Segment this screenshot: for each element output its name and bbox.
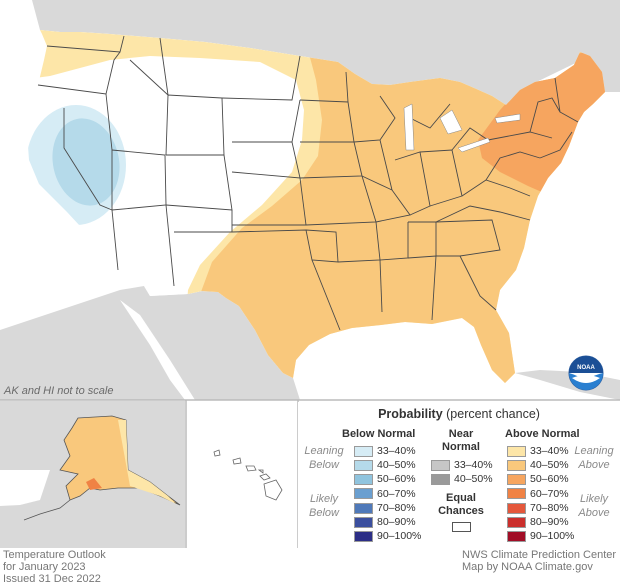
below-swatch bbox=[354, 488, 373, 500]
above-range-label: 60–70% bbox=[530, 487, 569, 500]
above-range-label: 40–50% bbox=[530, 459, 569, 472]
below-legend-row: 80–90% bbox=[354, 516, 416, 528]
above-legend-row: 33–40% bbox=[507, 445, 569, 457]
near-swatch bbox=[431, 473, 450, 485]
above-range-label: 33–40% bbox=[530, 445, 569, 457]
above-legend-row: 40–50% bbox=[507, 459, 569, 471]
gulf-of-california bbox=[120, 300, 195, 400]
below-swatch bbox=[354, 516, 373, 528]
below-legend-row: 70–80% bbox=[354, 502, 416, 514]
legend-title: Probability (percent chance) bbox=[378, 407, 540, 421]
near-range-label: 33–40% bbox=[454, 459, 493, 471]
likely-below-label: Likely Below bbox=[309, 493, 339, 519]
above-range-label: 90–100% bbox=[530, 530, 575, 543]
above-normal-header: Above Normal bbox=[505, 428, 580, 440]
below-swatch bbox=[354, 474, 373, 486]
below-range-label: 60–70% bbox=[377, 487, 416, 500]
above-legend-row: 80–90% bbox=[507, 516, 569, 528]
above-legend-row: 60–70% bbox=[507, 488, 569, 500]
above-swatch bbox=[507, 445, 526, 457]
aleutians bbox=[23, 499, 71, 521]
below-range-label: 33–40% bbox=[377, 445, 416, 457]
below-legend-row: 33–40% bbox=[354, 445, 416, 457]
above-legend-row: 70–80% bbox=[507, 502, 569, 514]
above-swatch bbox=[507, 530, 526, 542]
alaska-leaning bbox=[118, 420, 176, 504]
likely-above-label: Likely Above bbox=[578, 493, 610, 519]
above-legend-row: 90–100% bbox=[507, 530, 574, 542]
above-swatch bbox=[507, 459, 526, 471]
below-range-label: 90–100% bbox=[377, 530, 422, 543]
lake-erie bbox=[457, 137, 491, 153]
lake-huron bbox=[439, 109, 463, 135]
below-legend-row: 50–60% bbox=[354, 473, 416, 485]
hawaii-inset bbox=[187, 401, 297, 548]
canada-land bbox=[20, 0, 620, 146]
lake-ontario bbox=[494, 113, 521, 124]
below-range-label: 40–50% bbox=[377, 459, 416, 472]
map-credit: NWS Climate Prediction Center Map by NOA… bbox=[462, 549, 617, 573]
above-legend-row: 50–60% bbox=[507, 473, 569, 485]
below-range-label: 70–80% bbox=[377, 501, 416, 514]
equal-chances-swatch bbox=[452, 522, 471, 532]
near-legend-row: 33–40% bbox=[431, 459, 493, 471]
leaning-above-label: Leaning Above bbox=[574, 445, 614, 471]
near-legend-row: 40–50% bbox=[431, 473, 493, 485]
state-borders bbox=[37, 35, 579, 331]
equal-chances-label: Equal Chances bbox=[438, 492, 484, 517]
above-swatch bbox=[507, 474, 526, 486]
noaa-logo-text: NOAA bbox=[577, 365, 595, 371]
inset-note: AK and HI not to scale bbox=[4, 385, 114, 397]
outlook-caption: Temperature Outlook for January 2023 Iss… bbox=[3, 549, 106, 585]
leaning-below-label: Leaning Below bbox=[304, 445, 344, 471]
above-swatch bbox=[507, 502, 526, 514]
noaa-logo bbox=[568, 355, 604, 391]
near-range-label: 40–50% bbox=[454, 473, 493, 486]
below-swatch bbox=[354, 530, 373, 542]
below-swatch bbox=[354, 502, 373, 514]
below-legend-row: 90–100% bbox=[354, 530, 421, 542]
below-range-label: 80–90% bbox=[377, 516, 416, 528]
lake-michigan bbox=[403, 103, 415, 151]
near-normal-header: Near Normal bbox=[442, 428, 480, 453]
below-legend-row: 40–50% bbox=[354, 459, 416, 471]
hawaii-islands bbox=[213, 449, 283, 501]
near-swatch bbox=[431, 459, 450, 471]
region-below-40-50 bbox=[52, 118, 120, 206]
below-swatch bbox=[354, 459, 373, 471]
above-swatch bbox=[507, 516, 526, 528]
above-range-label: 80–90% bbox=[530, 516, 569, 528]
legend: Probability (percent chance) Below Norma… bbox=[298, 402, 620, 548]
below-range-label: 50–60% bbox=[377, 473, 416, 486]
above-swatch bbox=[507, 488, 526, 500]
alaska-likely bbox=[86, 478, 102, 490]
below-legend-row: 60–70% bbox=[354, 488, 416, 500]
above-range-label: 70–80% bbox=[530, 501, 569, 514]
above-range-label: 50–60% bbox=[530, 473, 569, 486]
below-swatch bbox=[354, 445, 373, 457]
below-normal-header: Below Normal bbox=[342, 428, 416, 440]
